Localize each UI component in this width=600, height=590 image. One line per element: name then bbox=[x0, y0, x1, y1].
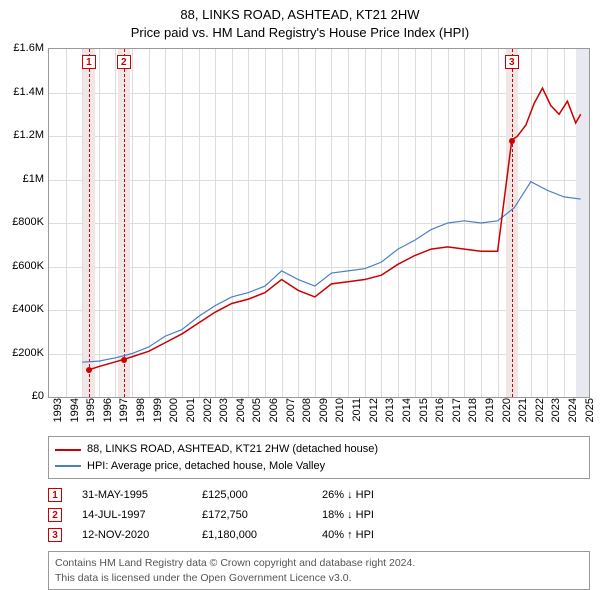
y-tick-label: £0 bbox=[4, 390, 44, 402]
x-tick-label: 2021 bbox=[517, 398, 529, 428]
sales-table-row: 1 31-MAY-1995 £125,000 26% ↓ HPI bbox=[48, 485, 590, 505]
sales-table-price: £125,000 bbox=[202, 489, 302, 501]
sales-table-hpi-diff: 26% ↓ HPI bbox=[322, 489, 422, 501]
footer-line1: Contains HM Land Registry data © Crown c… bbox=[55, 556, 583, 570]
x-tick-label: 2015 bbox=[418, 398, 430, 428]
y-tick-label: £1.2M bbox=[4, 129, 44, 141]
y-tick-label: £400K bbox=[4, 303, 44, 315]
x-tick-label: 2000 bbox=[168, 398, 180, 428]
x-tick-label: 2009 bbox=[318, 398, 330, 428]
x-tick-label: 2019 bbox=[484, 398, 496, 428]
y-tick-label: £600K bbox=[4, 260, 44, 272]
x-tick-label: 1993 bbox=[52, 398, 64, 428]
title-subtitle: Price paid vs. HM Land Registry's House … bbox=[0, 24, 600, 42]
legend-row-hpi: HPI: Average price, detached house, Mole… bbox=[55, 458, 583, 475]
x-tick-label: 2014 bbox=[401, 398, 413, 428]
footer-line2: This data is licensed under the Open Gov… bbox=[55, 571, 583, 585]
series-line bbox=[82, 182, 580, 363]
sales-table-marker: 2 bbox=[48, 508, 62, 522]
sales-table-marker: 1 bbox=[48, 488, 62, 502]
x-tick-label: 2001 bbox=[185, 398, 197, 428]
x-tick-label: 1995 bbox=[85, 398, 97, 428]
x-tick-label: 2024 bbox=[567, 398, 579, 428]
x-tick-label: 2010 bbox=[334, 398, 346, 428]
x-tick-label: 2013 bbox=[384, 398, 396, 428]
sales-table-row: 2 14-JUL-1997 £172,750 18% ↓ HPI bbox=[48, 505, 590, 525]
x-axis-labels: 1993 1994 1995 1996 1997 1998 1999 2000 2001 2002… bbox=[48, 398, 590, 432]
x-tick-label: 1999 bbox=[152, 398, 164, 428]
sales-table-date: 31-MAY-1995 bbox=[82, 489, 182, 501]
x-tick-label: 2004 bbox=[235, 398, 247, 428]
x-tick-label: 1998 bbox=[135, 398, 147, 428]
title-address: 88, LINKS ROAD, ASHTEAD, KT21 2HW bbox=[0, 6, 600, 24]
x-tick-label: 2017 bbox=[451, 398, 463, 428]
sales-table-date: 12-NOV-2020 bbox=[82, 529, 182, 541]
legend-label-hpi: HPI: Average price, detached house, Mole… bbox=[87, 458, 325, 475]
footer-licence: Contains HM Land Registry data © Crown c… bbox=[48, 551, 590, 589]
series-line bbox=[89, 89, 581, 371]
x-tick-label: 2006 bbox=[268, 398, 280, 428]
x-tick-label: 2007 bbox=[285, 398, 297, 428]
chart-svg bbox=[49, 49, 589, 397]
sales-table: 1 31-MAY-1995 £125,000 26% ↓ HPI 2 14-JUL-199… bbox=[48, 485, 590, 545]
legend-row-property: 88, LINKS ROAD, ASHTEAD, KT21 2HW (detac… bbox=[55, 441, 583, 458]
x-tick-label: 2003 bbox=[218, 398, 230, 428]
sales-table-row: 3 12-NOV-2020 £1,180,000 40% ↑ HPI bbox=[48, 525, 590, 545]
sales-table-price: £172,750 bbox=[202, 509, 302, 521]
legend-swatch-property bbox=[55, 449, 81, 451]
x-tick-label: 2023 bbox=[550, 398, 562, 428]
x-tick-label: 1997 bbox=[118, 398, 130, 428]
sales-table-hpi-diff: 40% ↑ HPI bbox=[322, 529, 422, 541]
x-tick-label: 2008 bbox=[301, 398, 313, 428]
x-tick-label: 2011 bbox=[351, 398, 363, 428]
y-tick-label: £800K bbox=[4, 216, 44, 228]
y-tick-label: £1.4M bbox=[4, 86, 44, 98]
y-tick-label: £200K bbox=[4, 347, 44, 359]
x-tick-label: 2022 bbox=[534, 398, 546, 428]
x-tick-label: 2005 bbox=[251, 398, 263, 428]
title-block: 88, LINKS ROAD, ASHTEAD, KT21 2HW Price … bbox=[0, 0, 600, 42]
x-tick-label: 2020 bbox=[501, 398, 513, 428]
x-tick-label: 2016 bbox=[434, 398, 446, 428]
sales-table-date: 14-JUL-1997 bbox=[82, 509, 182, 521]
legend-label-property: 88, LINKS ROAD, ASHTEAD, KT21 2HW (detac… bbox=[87, 441, 378, 458]
x-tick-label: 2018 bbox=[467, 398, 479, 428]
legend: 88, LINKS ROAD, ASHTEAD, KT21 2HW (detac… bbox=[48, 436, 590, 479]
x-tick-label: 1996 bbox=[102, 398, 114, 428]
sales-table-price: £1,180,000 bbox=[202, 529, 302, 541]
x-tick-label: 2025 bbox=[584, 398, 596, 428]
chart-plot-area: 123 bbox=[48, 48, 590, 398]
sales-table-hpi-diff: 18% ↓ HPI bbox=[322, 509, 422, 521]
x-tick-label: 2012 bbox=[368, 398, 380, 428]
y-tick-label: £1M bbox=[4, 173, 44, 185]
y-tick-label: £1.6M bbox=[4, 42, 44, 54]
x-tick-label: 1994 bbox=[69, 398, 81, 428]
x-tick-label: 2002 bbox=[202, 398, 214, 428]
sales-table-marker: 3 bbox=[48, 528, 62, 542]
legend-swatch-hpi bbox=[55, 465, 81, 467]
